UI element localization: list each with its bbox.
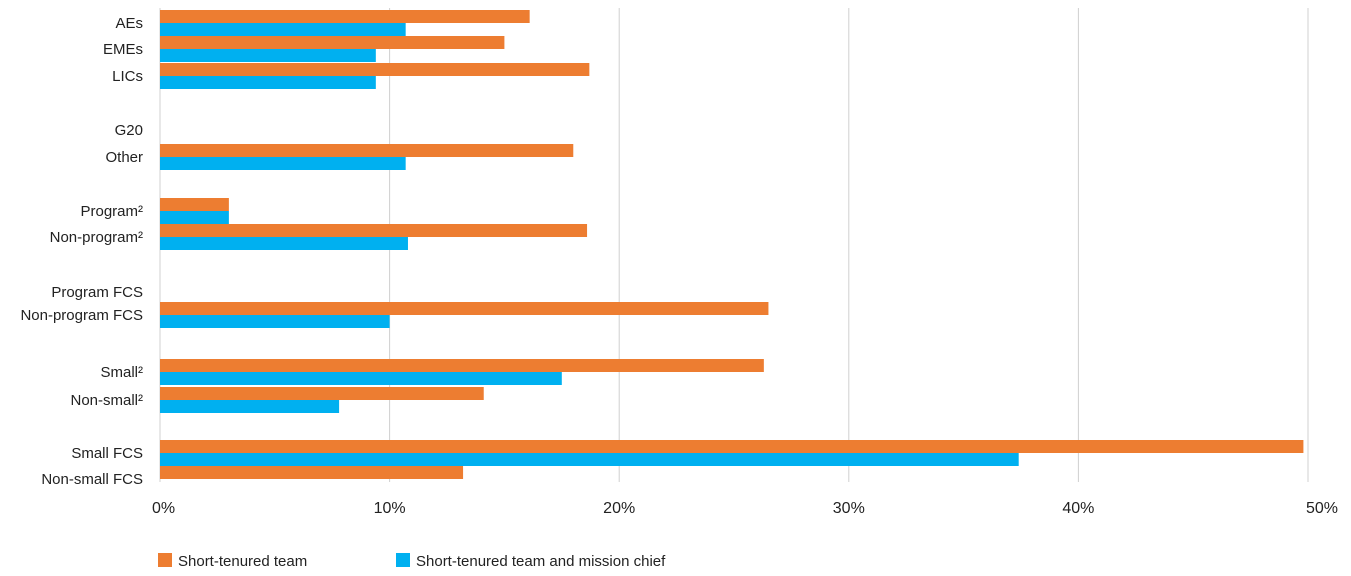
bar-non-program-fcs-series-2 [160, 315, 390, 328]
bar-layer [160, 10, 1304, 479]
x-tick-label-20: 20% [603, 500, 635, 517]
x-tick-label-30: 30% [833, 500, 865, 517]
legend-label-2: Short-tenured team and mission chief [416, 553, 666, 570]
bar-aes-series-2 [160, 23, 406, 36]
category-labels: AEs EMEs LICs G20 Other Program² Non-program² P… [20, 15, 143, 488]
category-label-program2: Program² [80, 203, 143, 220]
category-label-small-fcs: Small FCS [71, 445, 143, 462]
legend: Short-tenured team Short-tenured team and… [158, 553, 666, 570]
legend-swatch-2 [396, 553, 410, 567]
bar-program2-series-2 [160, 211, 229, 224]
bar-lics-series-2 [160, 76, 376, 89]
x-tick-label-10: 10% [374, 500, 406, 517]
legend-swatch-1 [158, 553, 172, 567]
bar-non-small-fcs-series-1 [160, 466, 464, 479]
bar-lics-series-1 [160, 63, 590, 76]
bar-emes-series-1 [160, 36, 505, 49]
bar-small2-series-1 [160, 359, 764, 372]
category-label-non-program2: Non-program² [50, 229, 143, 246]
bar-other-series-2 [160, 157, 406, 170]
bar-small2-series-2 [160, 372, 562, 385]
legend-label-1: Short-tenured team [178, 553, 307, 570]
category-label-non-small2: Non-small² [70, 392, 143, 409]
x-tick-label-50: 50% [1306, 500, 1338, 517]
category-label-lics: LICs [112, 68, 143, 85]
category-label-non-small-fcs: Non-small FCS [41, 471, 143, 488]
bar-program2-series-1 [160, 198, 229, 211]
bar-aes-series-1 [160, 10, 530, 23]
x-tick-label-0: 0% [152, 500, 175, 517]
category-label-emes: EMEs [103, 41, 143, 58]
bar-non-program2-series-2 [160, 237, 408, 250]
bar-emes-series-2 [160, 49, 376, 62]
category-label-non-program-fcs: Non-program FCS [20, 307, 143, 324]
category-label-small2: Small² [100, 364, 143, 381]
bar-small-fcs-series-1 [160, 440, 1304, 453]
category-label-aes: AEs [115, 15, 143, 32]
bar-non-program-fcs-series-1 [160, 302, 769, 315]
category-label-other: Other [105, 149, 143, 166]
category-label-program-fcs: Program FCS [51, 284, 143, 301]
bar-non-small2-series-1 [160, 387, 484, 400]
x-tick-label-40: 40% [1062, 500, 1094, 517]
x-axis-ticks: 0% 10% 20% 30% 40% 50% [152, 500, 1338, 517]
category-label-g20: G20 [115, 122, 143, 139]
bar-non-small2-series-2 [160, 400, 340, 413]
bar-other-series-1 [160, 144, 574, 157]
bar-small-fcs-series-2 [160, 453, 1019, 466]
bar-non-program2-series-1 [160, 224, 588, 237]
